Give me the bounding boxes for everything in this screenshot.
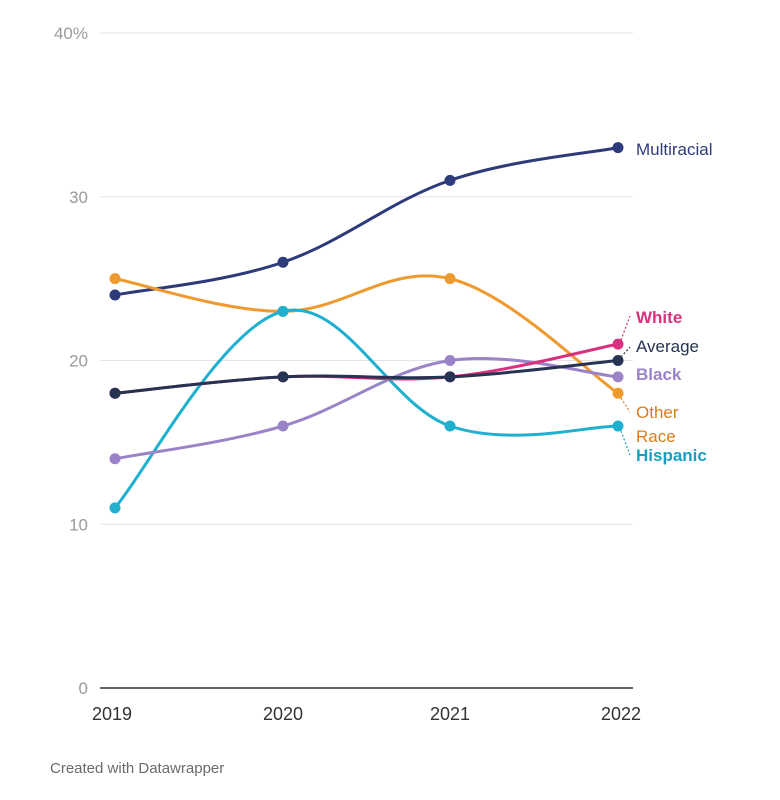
y-tick-label: 0	[79, 679, 88, 698]
series-label-average: Average	[636, 337, 699, 356]
data-point-other-race	[109, 273, 121, 285]
series-label-white: White	[636, 308, 682, 327]
series-label-other-race: Race	[636, 427, 676, 446]
data-point-average	[444, 371, 456, 383]
series-label-hispanic: Hispanic	[636, 446, 707, 465]
series-label-multiracial: Multiracial	[636, 140, 713, 159]
data-point-hispanic	[444, 420, 456, 432]
series-lines	[113, 146, 620, 510]
x-tick-label: 2021	[430, 704, 470, 724]
y-tick-label: 40%	[54, 24, 88, 43]
footer-credit: Created with Datawrapper	[50, 760, 225, 777]
series-line-hispanic	[113, 308, 620, 510]
data-point-multiracial	[277, 256, 289, 268]
data-point-hispanic	[109, 502, 121, 514]
data-point-black	[109, 453, 121, 465]
data-point-average	[277, 371, 289, 383]
series-label-black: Black	[636, 365, 682, 384]
data-point-multiracial	[444, 174, 456, 186]
data-point-hispanic	[612, 420, 624, 432]
x-tick-label: 2022	[601, 704, 641, 724]
series-line-other-race	[113, 274, 620, 395]
series-line-multiracial	[113, 146, 620, 297]
series-line-average	[113, 359, 620, 395]
gridlines	[100, 32, 633, 689]
data-point-multiracial	[109, 289, 121, 301]
data-point-black	[444, 355, 456, 366]
data-point-multiracial	[612, 142, 624, 154]
y-tick-label: 20	[69, 352, 88, 371]
data-point-average	[109, 387, 121, 399]
x-tick-label: 2019	[92, 704, 132, 724]
label-leader-other-race	[620, 397, 631, 413]
data-point-white	[612, 338, 624, 350]
data-point-black	[612, 371, 624, 383]
series-points	[109, 142, 624, 514]
y-axis-ticks: 40% 30 20 10 0	[54, 24, 88, 698]
data-point-other-race	[444, 273, 456, 285]
y-tick-label: 30	[69, 188, 88, 207]
x-axis-ticks: 2019 2020 2021 2022	[92, 704, 641, 724]
data-point-black	[277, 420, 289, 432]
line-chart: 40% 30 20 10 0 2019 2020 2021 2022 Multiracial O…	[54, 24, 713, 724]
label-leader-average	[620, 346, 631, 358]
series-line-black	[113, 356, 620, 461]
label-leader-white	[620, 315, 631, 341]
y-tick-label: 10	[69, 515, 88, 534]
x-tick-label: 2020	[263, 704, 303, 724]
data-point-average	[612, 355, 624, 366]
series-label-other-race: Other	[636, 403, 679, 422]
data-point-hispanic	[277, 305, 289, 317]
label-leader-hispanic	[620, 430, 631, 456]
data-point-other-race	[612, 387, 624, 399]
